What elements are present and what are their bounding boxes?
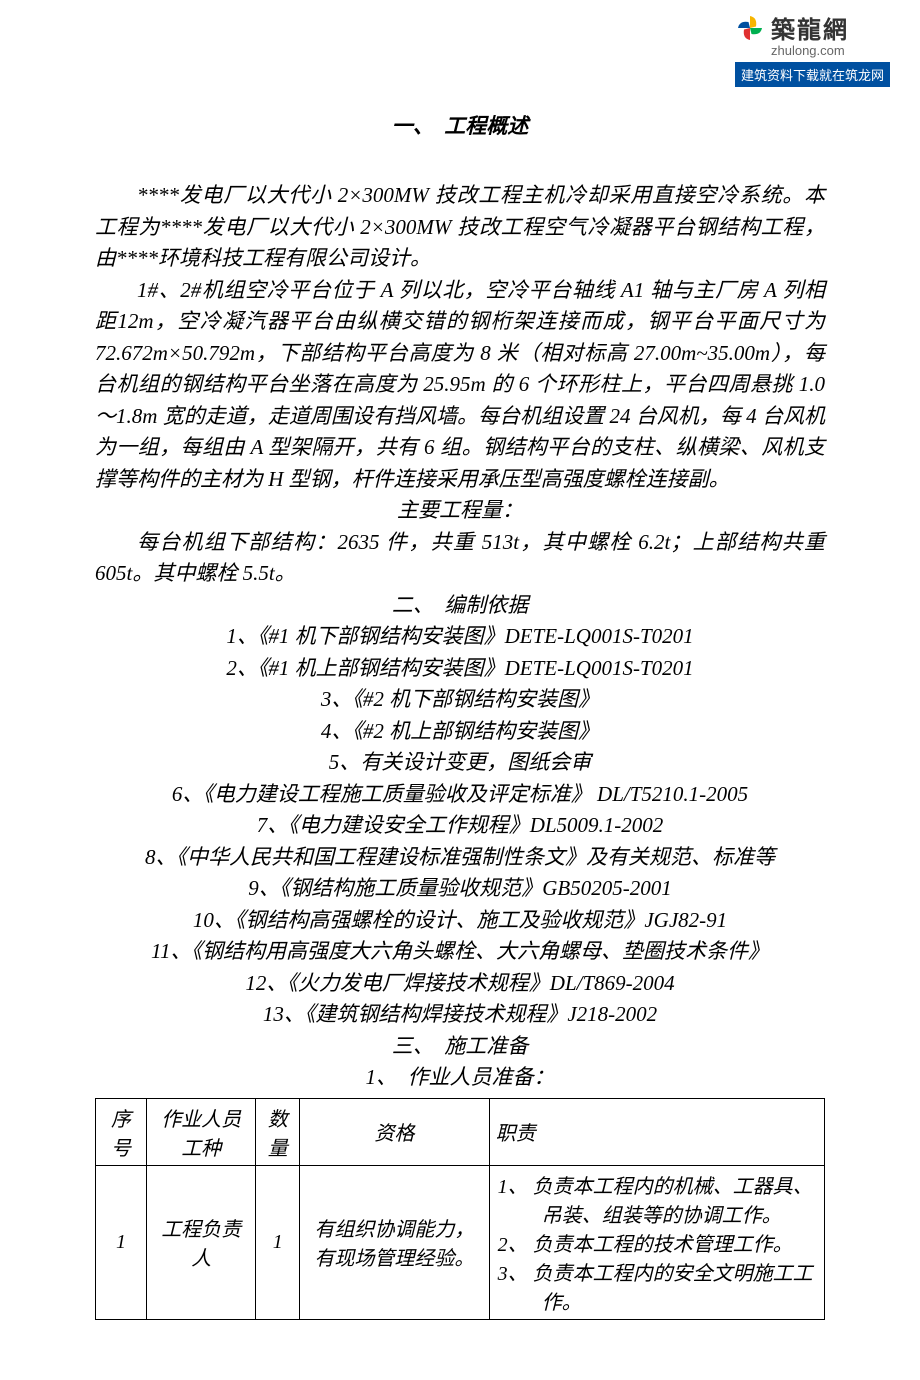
document-body: ****发电厂以大代小 2×300MW 技改工程主机冷却采用直接空冷系统。本工程… [95, 180, 825, 1094]
paragraph-1: ****发电厂以大代小 2×300MW 技改工程主机冷却采用直接空冷系统。本工程… [95, 180, 825, 275]
cell-num: 1 [256, 1165, 300, 1319]
brand-name-en: zhulong.com [771, 43, 890, 58]
basis-item: 13、《建筑钢结构焊接技术规程》J218-2002 [95, 999, 825, 1031]
quantity-label: 主要工程量： [95, 495, 825, 527]
cell-qual: 有组织协调能力，有现场管理经验。 [300, 1165, 490, 1319]
cell-duty: 1、 负责本工程内的机械、工器具、吊装、组装等的协调工作。2、 负责本工程的技术… [489, 1165, 824, 1319]
section-2-title: 二、 编制依据 [95, 590, 825, 622]
table-row: 1工程负责人1有组织协调能力，有现场管理经验。1、 负责本工程内的机械、工器具、… [96, 1165, 825, 1319]
basis-item: 5、有关设计变更，图纸会审 [95, 747, 825, 779]
basis-item: 11、《钢结构用高强度大六角头螺栓、大六角螺母、垫圈技术条件》 [95, 936, 825, 968]
basis-item: 2、《#1 机上部钢结构安装图》DETE-LQ001S-T0201 [95, 653, 825, 685]
section-3-title: 三、 施工准备 [95, 1031, 825, 1063]
basis-item: 4、《#2 机上部钢结构安装图》 [95, 716, 825, 748]
basis-item: 3、《#2 机下部钢结构安装图》 [95, 684, 825, 716]
th-duty: 职责 [489, 1098, 824, 1165]
th-qual: 资格 [300, 1098, 490, 1165]
personnel-table: 序号 作业人员工种 数量 资格 职责 1工程负责人1有组织协调能力，有现场管理经… [95, 1098, 825, 1320]
duty-line: 2、 负责本工程的技术管理工作。 [498, 1228, 818, 1257]
basis-list: 1、《#1 机下部钢结构安装图》DETE-LQ001S-T02012、《#1 机… [95, 621, 825, 1031]
paragraph-2: 1#、2#机组空冷平台位于 A 列以北，空冷平台轴线 A1 轴与主厂房 A 列相… [95, 275, 825, 496]
logo-row: 築龍網 [735, 10, 890, 45]
basis-item: 1、《#1 机下部钢结构安装图》DETE-LQ001S-T0201 [95, 621, 825, 653]
cell-role: 工程负责人 [147, 1165, 256, 1319]
quantity-line: 每台机组下部结构：2635 件，共重 513t，其中螺栓 6.2t；上部结构共重… [95, 527, 825, 590]
basis-item: 6、《电力建设工程施工质量验收及评定标准》 DL/T5210.1-2005 [95, 779, 825, 811]
basis-item: 8、《中华人民共和国工程建设标准强制性条文》及有关规范、标准等 [95, 842, 825, 874]
th-role: 作业人员工种 [147, 1098, 256, 1165]
table-header-row: 序号 作业人员工种 数量 资格 职责 [96, 1098, 825, 1165]
basis-item: 12、《火力发电厂焊接技术规程》DL/T869-2004 [95, 968, 825, 1000]
brand-name-cn: 築龍網 [771, 10, 849, 45]
brand-banner: 建筑资料下载就在筑龙网 [735, 62, 890, 87]
th-seq: 序号 [96, 1098, 147, 1165]
duty-line: 1、 负责本工程内的机械、工器具、吊装、组装等的协调工作。 [498, 1170, 818, 1228]
basis-item: 9、《钢结构施工质量验收规范》GB50205-2001 [95, 873, 825, 905]
th-num: 数量 [256, 1098, 300, 1165]
section-1-title: 一、 工程概述 [95, 110, 825, 140]
duty-line: 3、 负责本工程内的安全文明施工工作。 [498, 1257, 818, 1315]
basis-item: 7、《电力建设安全工作规程》DL5009.1-2002 [95, 810, 825, 842]
section-3-sub1: 1、 作业人员准备： [95, 1062, 825, 1094]
pinwheel-icon [735, 13, 765, 43]
brand-watermark: 築龍網 zhulong.com 建筑资料下载就在筑龙网 [735, 10, 890, 87]
cell-seq: 1 [96, 1165, 147, 1319]
basis-item: 10、《钢结构高强螺栓的设计、施工及验收规范》JGJ82-91 [95, 905, 825, 937]
